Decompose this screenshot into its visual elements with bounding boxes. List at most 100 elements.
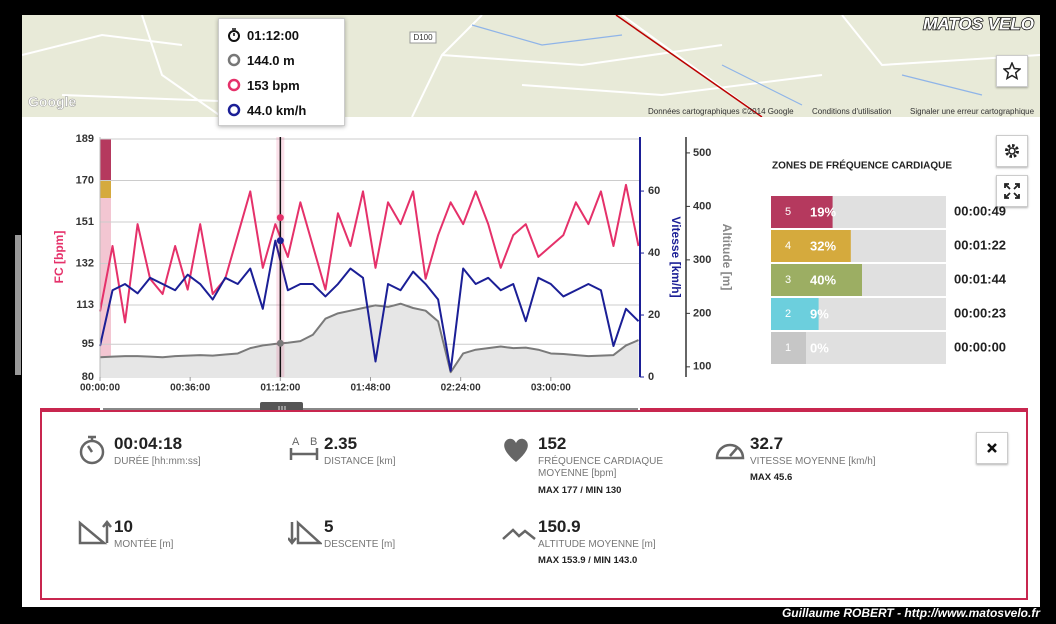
zone-band xyxy=(100,139,111,180)
y2-tick-label: 0 xyxy=(648,371,654,383)
zone-swatch xyxy=(771,298,806,330)
expand-icon xyxy=(1004,183,1020,199)
cursor-dot xyxy=(276,339,284,347)
y2-tick-label: 20 xyxy=(648,309,660,321)
tooltip-altitude: 144.0 m xyxy=(247,52,295,68)
y-tick-label: 80 xyxy=(82,371,94,383)
stat-value: 5 xyxy=(324,517,334,536)
settings-button[interactable] xyxy=(996,135,1028,167)
zone-band xyxy=(100,180,111,198)
stopwatch-icon xyxy=(79,435,105,465)
close-button[interactable] xyxy=(976,432,1008,464)
timer-icon xyxy=(228,28,240,42)
stat-label: MONTÉE [m] xyxy=(114,539,174,550)
logo: MATOS VELO xyxy=(923,15,1034,33)
zone-time: 00:00:49 xyxy=(954,203,1006,218)
gear-icon xyxy=(1005,144,1019,158)
altitude-icon xyxy=(227,53,241,67)
zone-percent: 40% xyxy=(810,272,836,287)
y2-axis-label: Vitesse [km/h] xyxy=(669,216,683,297)
stat-label: VITESSE MOYENNE [km/h] xyxy=(750,456,876,467)
zone-percent: 19% xyxy=(810,204,836,219)
favorite-button[interactable] xyxy=(996,55,1028,87)
zone-time: 00:01:44 xyxy=(954,271,1007,286)
tooltip-time: 01:12:00 xyxy=(247,27,300,43)
fullscreen-button[interactable] xyxy=(996,175,1028,207)
zone-swatch xyxy=(771,332,806,364)
mountain-icon xyxy=(502,528,536,540)
zone-swatch xyxy=(771,264,806,296)
x-tick-label: 00:00:00 xyxy=(80,383,120,394)
scrollbar[interactable] xyxy=(15,235,21,375)
series-line xyxy=(99,239,640,372)
zone-label: 5 xyxy=(785,206,791,218)
stat-label: ALTITUDE MOYENNE [m] xyxy=(538,539,656,550)
stat-label: DISTANCE [km] xyxy=(324,456,396,467)
y3-tick-label: 500 xyxy=(693,147,711,159)
stat-value: 10 xyxy=(114,517,133,536)
svg-text:B: B xyxy=(310,436,317,448)
zone-bar xyxy=(806,230,851,262)
climb-icon xyxy=(78,519,112,545)
star-icon xyxy=(1003,62,1021,80)
stat-label: DURÉE [hh:mm:ss] xyxy=(114,456,201,467)
google-logo: Google xyxy=(28,94,76,110)
y3-axis-label: Altitude [m] xyxy=(720,224,734,291)
descent-icon xyxy=(288,520,322,546)
zone-time: 00:00:23 xyxy=(954,305,1006,320)
zone-percent: 9% xyxy=(810,306,829,321)
map-credits: Données cartographiques ©2014 Google xyxy=(648,107,794,116)
zone-time: 00:01:22 xyxy=(954,237,1006,252)
stat-extra: MAX 45.6 xyxy=(750,472,793,483)
zone-bar xyxy=(806,298,819,330)
tooltip: 01:12:00 144.0 m 153 bpm 44.0 km/h xyxy=(218,18,345,126)
map-roads: D100 Google Données cartographiques ©201… xyxy=(22,15,1040,117)
map[interactable]: D100 Google Données cartographiques ©201… xyxy=(22,15,1040,117)
x-tick-label: 02:24:00 xyxy=(441,383,481,394)
y3-tick-label: 200 xyxy=(693,307,711,319)
cursor-dot xyxy=(276,214,284,222)
y-tick-label: 113 xyxy=(76,299,94,311)
stat-label: FRÉQUENCE CARDIAQUE MOYENNE [bpm] xyxy=(538,456,664,479)
series-line xyxy=(99,183,640,324)
y3-tick-label: 300 xyxy=(693,254,711,266)
y2-tick-label: 40 xyxy=(648,247,660,259)
zone-percent: 0% xyxy=(810,340,829,355)
zone-label: 1 xyxy=(785,342,791,354)
tooltip-speed: 44.0 km/h xyxy=(247,102,307,118)
altitude-area xyxy=(100,303,639,377)
close-icon xyxy=(987,443,997,453)
y-tick-label: 151 xyxy=(76,216,94,228)
series-line xyxy=(99,302,639,374)
stat-value: 2.35 xyxy=(324,434,358,453)
stat-extra: MAX 153.9 / MIN 143.0 xyxy=(538,555,638,566)
speed-icon xyxy=(227,103,241,117)
stat-label: DESCENTE [m] xyxy=(324,539,396,550)
road-label: D100 xyxy=(413,33,433,42)
hr-icon xyxy=(227,78,241,92)
cursor-dot xyxy=(276,237,284,245)
zone-label: 2 xyxy=(785,308,791,320)
map-terms[interactable]: Conditions d'utilisation xyxy=(812,107,891,116)
stat-value: 32.7 xyxy=(750,434,784,453)
stat-value: 152 xyxy=(538,434,567,453)
y-tick-label: 189 xyxy=(76,133,94,145)
zones-title: ZONES DE FRÉQUENCE CARDIAQUE xyxy=(772,159,952,172)
svg-text:A: A xyxy=(292,436,300,448)
zone-bar xyxy=(806,196,833,228)
zone-swatch xyxy=(771,230,806,262)
y-axis-label: FC [bpm] xyxy=(52,231,66,284)
zone-label: 4 xyxy=(785,240,791,252)
x-tick-label: 01:48:00 xyxy=(350,383,390,394)
y3-tick-label: 100 xyxy=(693,361,711,373)
zone-label: 3 xyxy=(785,274,791,286)
y-tick-label: 132 xyxy=(76,257,94,269)
map-report[interactable]: Signaler une erreur cartographique xyxy=(910,107,1035,116)
stat-value: 150.9 xyxy=(538,517,581,536)
zone-bar xyxy=(806,264,862,296)
speedometer-icon xyxy=(715,443,745,460)
